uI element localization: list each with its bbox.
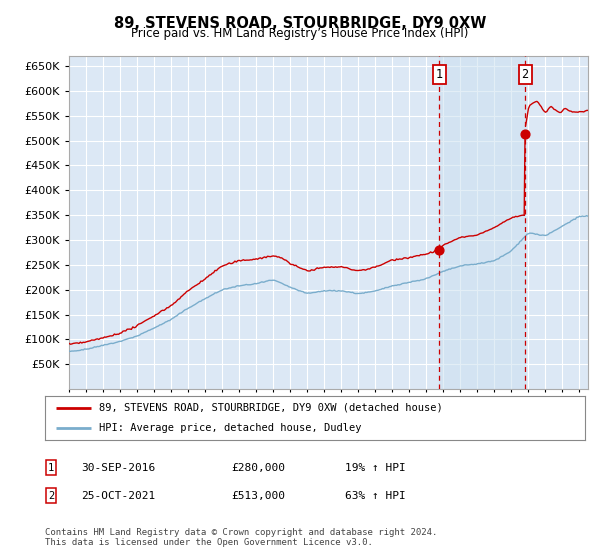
- Text: 89, STEVENS ROAD, STOURBRIDGE, DY9 0XW (detached house): 89, STEVENS ROAD, STOURBRIDGE, DY9 0XW (…: [99, 403, 443, 413]
- Text: 63% ↑ HPI: 63% ↑ HPI: [345, 491, 406, 501]
- Text: HPI: Average price, detached house, Dudley: HPI: Average price, detached house, Dudl…: [99, 423, 361, 433]
- Text: 25-OCT-2021: 25-OCT-2021: [81, 491, 155, 501]
- Bar: [439, 56, 525, 389]
- Text: £513,000: £513,000: [231, 491, 285, 501]
- Text: 1: 1: [436, 68, 443, 81]
- Text: 2: 2: [48, 491, 54, 501]
- Text: £280,000: £280,000: [231, 463, 285, 473]
- Point: [434, 245, 444, 254]
- Text: 89, STEVENS ROAD, STOURBRIDGE, DY9 0XW: 89, STEVENS ROAD, STOURBRIDGE, DY9 0XW: [114, 16, 486, 31]
- Text: Contains HM Land Registry data © Crown copyright and database right 2024.
This d: Contains HM Land Registry data © Crown c…: [45, 528, 437, 548]
- Point: [520, 129, 530, 138]
- Text: 1: 1: [48, 463, 54, 473]
- Text: 2: 2: [521, 68, 529, 81]
- Text: 19% ↑ HPI: 19% ↑ HPI: [345, 463, 406, 473]
- Text: 30-SEP-2016: 30-SEP-2016: [81, 463, 155, 473]
- Text: Price paid vs. HM Land Registry’s House Price Index (HPI): Price paid vs. HM Land Registry’s House …: [131, 27, 469, 40]
